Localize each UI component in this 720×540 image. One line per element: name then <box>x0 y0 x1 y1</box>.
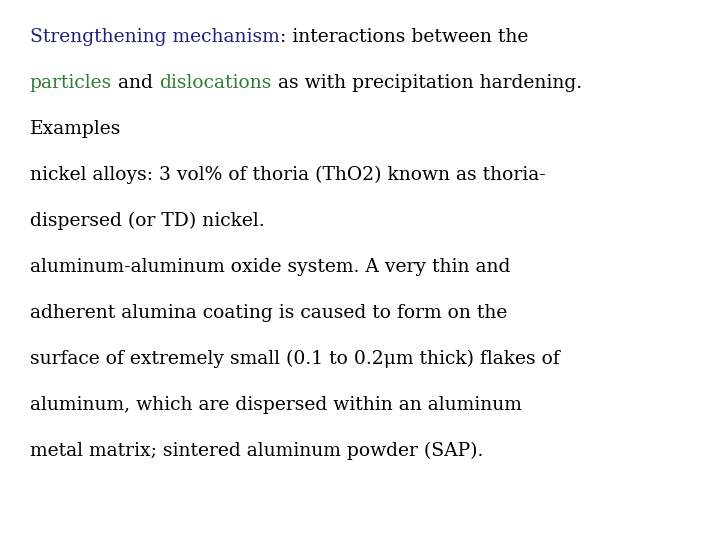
Text: Examples: Examples <box>30 120 122 138</box>
Text: Strengthening mechanism: Strengthening mechanism <box>30 28 280 46</box>
Text: and: and <box>112 74 159 92</box>
Text: dislocations: dislocations <box>159 74 271 92</box>
Text: adherent alumina coating is caused to form on the: adherent alumina coating is caused to fo… <box>30 304 508 322</box>
Text: aluminum-aluminum oxide system. A very thin and: aluminum-aluminum oxide system. A very t… <box>30 258 510 276</box>
Text: aluminum, which are dispersed within an aluminum: aluminum, which are dispersed within an … <box>30 396 522 414</box>
Text: dispersed (or TD) nickel.: dispersed (or TD) nickel. <box>30 212 265 230</box>
Text: nickel alloys: 3 vol% of thoria (ThO2) known as thoria-: nickel alloys: 3 vol% of thoria (ThO2) k… <box>30 166 546 184</box>
Text: metal matrix; sintered aluminum powder (SAP).: metal matrix; sintered aluminum powder (… <box>30 442 483 460</box>
Text: particles: particles <box>30 74 112 92</box>
Text: as with precipitation hardening.: as with precipitation hardening. <box>271 74 582 92</box>
Text: : interactions between the: : interactions between the <box>280 28 528 46</box>
Text: surface of extremely small (0.1 to 0.2μm thick) flakes of: surface of extremely small (0.1 to 0.2μm… <box>30 350 559 368</box>
